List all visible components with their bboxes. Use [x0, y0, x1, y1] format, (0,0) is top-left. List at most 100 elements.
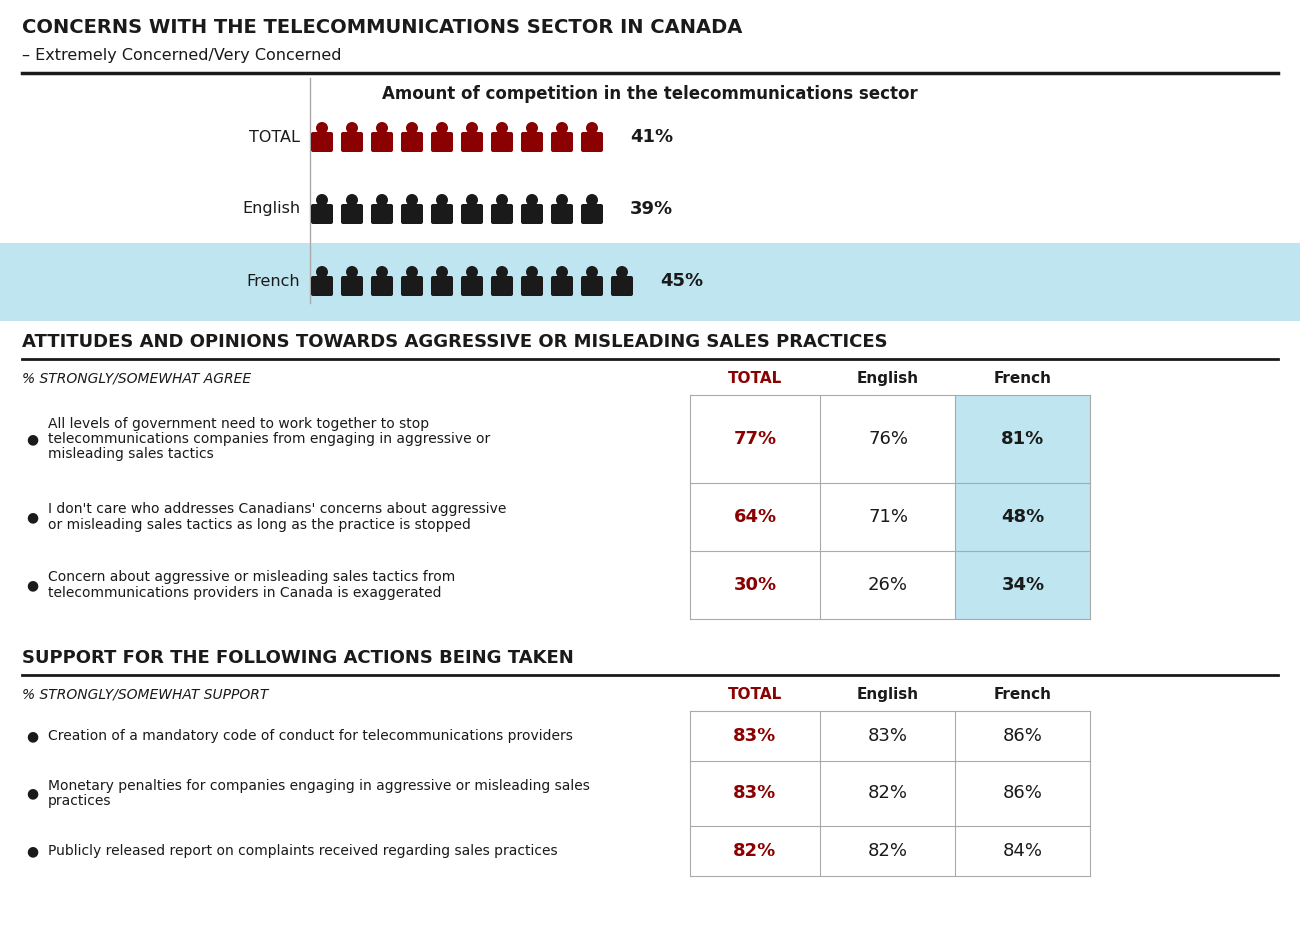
Text: 76%: 76% — [868, 430, 907, 448]
Text: English: English — [857, 687, 919, 702]
Circle shape — [616, 266, 628, 278]
FancyBboxPatch shape — [400, 204, 422, 224]
FancyBboxPatch shape — [311, 132, 333, 152]
Text: misleading sales tactics: misleading sales tactics — [48, 447, 213, 461]
Text: % STRONGLY/SOMEWHAT SUPPORT: % STRONGLY/SOMEWHAT SUPPORT — [22, 687, 268, 701]
FancyBboxPatch shape — [370, 132, 393, 152]
Text: ●: ● — [26, 578, 38, 592]
Circle shape — [436, 266, 448, 278]
Circle shape — [586, 194, 598, 206]
FancyBboxPatch shape — [581, 204, 603, 224]
Text: TOTAL: TOTAL — [728, 371, 783, 386]
Text: Creation of a mandatory code of conduct for telecommunications providers: Creation of a mandatory code of conduct … — [48, 729, 573, 743]
Circle shape — [465, 194, 478, 206]
Circle shape — [556, 194, 568, 206]
Text: 71%: 71% — [868, 508, 907, 526]
Text: French: French — [994, 687, 1052, 702]
Text: ●: ● — [26, 432, 38, 446]
Text: Amount of competition in the telecommunications sector: Amount of competition in the telecommuni… — [382, 85, 918, 103]
Circle shape — [586, 122, 598, 134]
FancyBboxPatch shape — [491, 132, 514, 152]
Text: ATTITUDES AND OPINIONS TOWARDS AGGRESSIVE OR MISLEADING SALES PRACTICES: ATTITUDES AND OPINIONS TOWARDS AGGRESSIV… — [22, 333, 888, 351]
Bar — [0, 243, 1300, 321]
Circle shape — [497, 266, 508, 278]
Circle shape — [526, 194, 538, 206]
Circle shape — [346, 122, 358, 134]
Circle shape — [586, 266, 598, 278]
FancyBboxPatch shape — [400, 276, 422, 296]
Text: I don't care who addresses Canadians' concerns about aggressive: I don't care who addresses Canadians' co… — [48, 503, 507, 517]
Circle shape — [346, 266, 358, 278]
FancyBboxPatch shape — [462, 132, 484, 152]
Text: Publicly released report on complaints received regarding sales practices: Publicly released report on complaints r… — [48, 844, 558, 858]
Circle shape — [556, 122, 568, 134]
Text: Concern about aggressive or misleading sales tactics from: Concern about aggressive or misleading s… — [48, 570, 455, 584]
Text: 30%: 30% — [733, 576, 776, 594]
Text: 82%: 82% — [733, 842, 776, 860]
Circle shape — [465, 266, 478, 278]
Text: 81%: 81% — [1001, 430, 1045, 448]
FancyBboxPatch shape — [341, 132, 363, 152]
FancyBboxPatch shape — [311, 276, 333, 296]
FancyBboxPatch shape — [491, 276, 514, 296]
Text: 83%: 83% — [868, 727, 907, 745]
Text: 64%: 64% — [733, 508, 776, 526]
Bar — [956, 483, 1089, 551]
Text: ●: ● — [26, 510, 38, 524]
FancyBboxPatch shape — [611, 276, 633, 296]
Text: 34%: 34% — [1001, 576, 1045, 594]
FancyBboxPatch shape — [581, 276, 603, 296]
FancyBboxPatch shape — [432, 132, 452, 152]
Text: telecommunications providers in Canada is exaggerated: telecommunications providers in Canada i… — [48, 586, 442, 600]
FancyBboxPatch shape — [521, 132, 543, 152]
Text: All levels of government need to work together to stop: All levels of government need to work to… — [48, 417, 429, 431]
Circle shape — [556, 266, 568, 278]
FancyBboxPatch shape — [581, 132, 603, 152]
Circle shape — [436, 194, 448, 206]
Circle shape — [465, 122, 478, 134]
FancyBboxPatch shape — [551, 132, 573, 152]
Circle shape — [526, 122, 538, 134]
Circle shape — [497, 122, 508, 134]
Text: English: English — [242, 202, 300, 216]
FancyBboxPatch shape — [491, 204, 514, 224]
Text: 26%: 26% — [868, 576, 907, 594]
Text: 86%: 86% — [1004, 727, 1043, 745]
Bar — [956, 395, 1089, 483]
FancyBboxPatch shape — [432, 204, 452, 224]
Text: French: French — [247, 273, 300, 288]
Circle shape — [406, 122, 419, 134]
Text: 83%: 83% — [733, 727, 776, 745]
FancyBboxPatch shape — [341, 204, 363, 224]
FancyBboxPatch shape — [341, 276, 363, 296]
Circle shape — [376, 194, 387, 206]
Text: 45%: 45% — [660, 272, 703, 290]
Text: – Extremely Concerned/Very Concerned: – Extremely Concerned/Very Concerned — [22, 48, 342, 63]
Text: 82%: 82% — [868, 785, 907, 802]
FancyBboxPatch shape — [311, 204, 333, 224]
Text: 83%: 83% — [733, 785, 776, 802]
FancyBboxPatch shape — [462, 276, 484, 296]
Text: SUPPORT FOR THE FOLLOWING ACTIONS BEING TAKEN: SUPPORT FOR THE FOLLOWING ACTIONS BEING … — [22, 649, 573, 667]
Text: 39%: 39% — [630, 200, 673, 218]
Circle shape — [436, 122, 448, 134]
Text: 84%: 84% — [1004, 842, 1043, 860]
FancyBboxPatch shape — [462, 204, 484, 224]
Text: 77%: 77% — [733, 430, 776, 448]
Text: ●: ● — [26, 844, 38, 858]
Bar — [956, 551, 1089, 619]
Text: TOTAL: TOTAL — [728, 687, 783, 702]
Circle shape — [316, 122, 328, 134]
Text: % STRONGLY/SOMEWHAT AGREE: % STRONGLY/SOMEWHAT AGREE — [22, 371, 251, 385]
Text: practices: practices — [48, 794, 112, 808]
Circle shape — [406, 266, 419, 278]
Text: ●: ● — [26, 729, 38, 743]
Text: 48%: 48% — [1001, 508, 1045, 526]
Circle shape — [316, 266, 328, 278]
FancyBboxPatch shape — [370, 276, 393, 296]
FancyBboxPatch shape — [551, 204, 573, 224]
FancyBboxPatch shape — [521, 276, 543, 296]
Text: 82%: 82% — [868, 842, 907, 860]
Circle shape — [316, 194, 328, 206]
Text: 86%: 86% — [1004, 785, 1043, 802]
